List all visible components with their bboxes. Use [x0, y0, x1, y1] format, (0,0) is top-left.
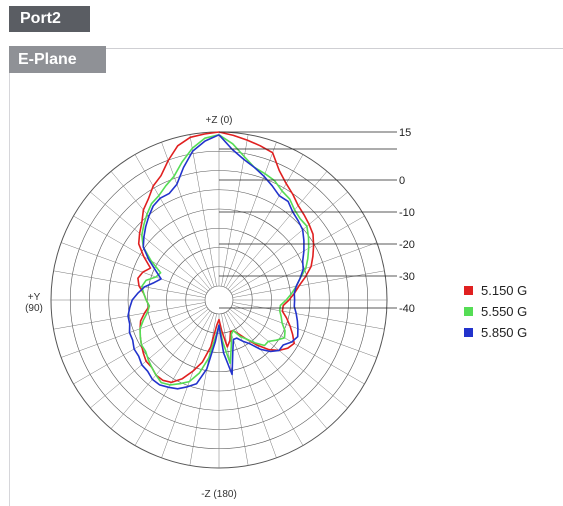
legend-swatch [464, 327, 473, 337]
grid-spoke [189, 134, 217, 287]
plane-tab-label: E-Plane [18, 51, 77, 68]
grid-spoke [161, 142, 215, 287]
grid-ring [204, 285, 234, 315]
grid-spoke [61, 304, 206, 358]
polar-radiation-chart: 15 0 -10 -20 -30 -40 +Z (0) +Y (90) -Z (180) [25, 115, 415, 500]
port-tab[interactable]: Port2 [9, 6, 90, 32]
angle-label-left: +Y (90) [25, 292, 43, 314]
grid-spoke [53, 302, 206, 330]
grid-spoke [232, 270, 385, 298]
grid-spoke [225, 154, 304, 289]
radial-tick-label: 15 [399, 127, 411, 139]
grid-spoke [229, 308, 348, 409]
polar-grid [50, 131, 388, 469]
chart-legend: 5.150 G 5.550 G 5.850 G [464, 280, 527, 343]
grid-spoke [161, 313, 215, 458]
grid-spoke [232, 302, 385, 330]
legend-item-5850[interactable]: 5.850 G [464, 322, 527, 342]
trace-5150 [137, 131, 315, 384]
grid-spoke [90, 308, 209, 409]
grid-spoke [110, 171, 211, 290]
e-plane-panel: E-Plane 15 0 -10 -20 -30 -40 +Z (0) +Y (90) -Z… [9, 46, 563, 506]
grid-spoke [134, 154, 213, 289]
grid-spoke [223, 313, 277, 458]
angle-labels: +Z (0) +Y (90) -Z (180) [25, 115, 237, 500]
grid-spoke [232, 242, 377, 296]
legend-swatch [464, 306, 473, 316]
grid-spoke [221, 313, 249, 466]
grid-spoke [227, 171, 328, 290]
plane-tab[interactable]: E-Plane [9, 46, 106, 73]
panel-top-border [9, 48, 563, 49]
grid-spoke [223, 142, 277, 287]
grid-spoke [229, 191, 348, 292]
radial-tick-label: -10 [399, 207, 415, 219]
polar-traces [127, 131, 315, 390]
grid-spoke [189, 313, 217, 466]
port-tab-label: Port2 [20, 10, 61, 27]
angle-label-bottom: -Z (180) [201, 489, 237, 500]
grid-spoke [230, 306, 365, 385]
legend-item-5550[interactable]: 5.550 G [464, 301, 527, 321]
radial-tick-label: -40 [399, 303, 415, 315]
trace-5850 [127, 134, 305, 390]
legend-label: 5.550 G [481, 303, 528, 319]
angle-label-top: +Z (0) [206, 115, 233, 126]
polar-radial-ticks: 15 0 -10 -20 -30 -40 [219, 127, 415, 315]
legend-swatch [464, 285, 473, 295]
legend-label: 5.150 G [481, 282, 528, 298]
grid-spoke [73, 215, 208, 294]
grid-spoke [90, 191, 209, 292]
grid-spoke [227, 310, 328, 429]
grid-spoke [53, 270, 206, 298]
legend-label: 5.850 G [481, 324, 528, 340]
grid-spoke [232, 304, 377, 358]
grid-spoke [230, 215, 365, 294]
grid-spoke [110, 310, 211, 429]
radial-tick-label: 0 [399, 175, 405, 187]
grid-spoke [134, 311, 213, 446]
grid-spoke [61, 242, 206, 296]
radial-tick-label: -30 [399, 271, 415, 283]
radial-tick-label: -20 [399, 239, 415, 251]
legend-item-5150[interactable]: 5.150 G [464, 280, 527, 300]
panel-left-border [9, 48, 10, 506]
grid-spoke [73, 306, 208, 385]
